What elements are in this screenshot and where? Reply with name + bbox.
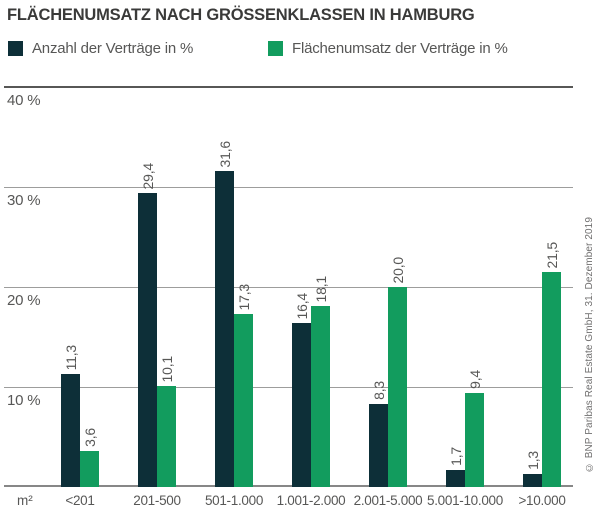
bar-value-label: 21,5 xyxy=(543,241,560,268)
x-category-label: 5.001-10.000 xyxy=(427,493,503,508)
x-category-label: 1.001-2.000 xyxy=(276,493,346,508)
bar-flaechenumsatz-5.001-10.000 xyxy=(465,393,484,487)
bar-flaechenumsatz-<201 xyxy=(80,451,99,487)
bar-anzahl-2.001-5.000 xyxy=(369,404,388,487)
plot-area: 40 % 30 % 20 % 10 % 11,3 29,4 31,6 16,4 8,3 1,7 1,… xyxy=(4,86,573,508)
y-tick-label: 40 % xyxy=(7,92,41,109)
bar-value-label: 10,1 xyxy=(158,355,175,382)
bar-flaechenumsatz-501-1.000 xyxy=(234,314,253,487)
x-category-label: >10.000 xyxy=(518,493,566,508)
source-note: © BNP Paribas Real Estate GmbH, 31. Deze… xyxy=(584,216,595,472)
bar-value-label: 9,4 xyxy=(466,370,483,389)
bar-value-label: 20,0 xyxy=(389,256,406,283)
bar-anzahl-<201 xyxy=(61,374,80,487)
gridline-10 xyxy=(4,387,573,388)
bar-anzahl-501-1.000 xyxy=(215,171,234,487)
x-category-label: 201-500 xyxy=(133,493,181,508)
bar-value-label: 17,3 xyxy=(235,283,252,310)
bar-value-label: 1,3 xyxy=(524,451,541,470)
x-category-label: 2.001-5.000 xyxy=(353,493,423,508)
bar-value-label: 16,4 xyxy=(293,292,310,319)
x-axis-line xyxy=(4,485,573,487)
gridline-40 xyxy=(4,86,573,88)
legend-item-flaechenumsatz: Flächenumsatz der Verträge in % xyxy=(268,39,508,57)
x-category-label: 501-1.000 xyxy=(204,493,264,508)
gridline-20 xyxy=(4,287,573,288)
bar-anzahl-201-500 xyxy=(138,193,157,487)
bar-anzahl->10.000 xyxy=(523,474,542,487)
y-tick-label: 20 % xyxy=(7,292,41,309)
bar-value-label: 29,4 xyxy=(139,162,156,189)
bar-value-label: 31,6 xyxy=(216,140,233,167)
chart-title: FLÄCHENUMSATZ NACH GRÖSSENKLASSEN IN HAM… xyxy=(7,6,475,24)
legend-item-anzahl: Anzahl der Verträge in % xyxy=(8,39,194,57)
bar-anzahl-5.001-10.000 xyxy=(446,470,465,487)
bar-flaechenumsatz->10.000 xyxy=(542,272,561,487)
bar-value-label: 11,3 xyxy=(62,344,79,370)
x-axis-unit-label: m² xyxy=(17,493,33,508)
y-tick-label: 30 % xyxy=(7,192,41,209)
bar-anzahl-1.001-2.000 xyxy=(292,323,311,487)
bar-value-label: 1,7 xyxy=(447,447,464,466)
bar-flaechenumsatz-2.001-5.000 xyxy=(388,287,407,487)
gridline-30 xyxy=(4,187,573,188)
y-tick-label: 10 % xyxy=(7,392,41,409)
legend-swatch-green-icon xyxy=(268,40,283,56)
bar-value-label: 18,1 xyxy=(312,275,329,302)
bar-value-label: 3,6 xyxy=(81,428,98,447)
legend-label-flaechenumsatz: Flächenumsatz der Verträge in % xyxy=(292,39,508,57)
bar-flaechenumsatz-1.001-2.000 xyxy=(311,306,330,487)
bar-flaechenumsatz-201-500 xyxy=(157,386,176,487)
legend-label-anzahl: Anzahl der Verträge in % xyxy=(32,39,194,57)
bar-value-label: 8,3 xyxy=(370,381,387,400)
legend-swatch-dark-icon xyxy=(8,40,23,56)
x-category-label: <201 xyxy=(65,493,95,508)
